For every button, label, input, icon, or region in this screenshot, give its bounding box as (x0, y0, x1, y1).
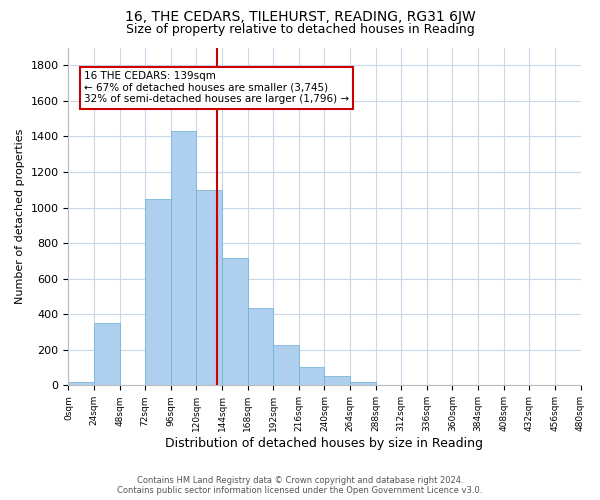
Bar (196, 190, 222, 386)
Text: Contains HM Land Registry data © Crown copyright and database right 2024.
Contai: Contains HM Land Registry data © Crown c… (118, 476, 482, 495)
Y-axis label: Number of detached properties: Number of detached properties (15, 128, 25, 304)
Bar (68, 382, 94, 386)
Bar (248, 308, 273, 386)
X-axis label: Distribution of detached houses by size in Reading: Distribution of detached houses by size … (166, 437, 484, 450)
Bar (350, 382, 376, 386)
Text: Size of property relative to detached houses in Reading: Size of property relative to detached ho… (125, 22, 475, 36)
Bar (325, 376, 350, 386)
Bar (222, 258, 248, 386)
Text: 16, THE CEDARS, TILEHURST, READING, RG31 6JW: 16, THE CEDARS, TILEHURST, READING, RG31… (125, 10, 475, 24)
Bar (273, 346, 299, 386)
Text: 16 THE CEDARS: 139sqm
← 67% of detached houses are smaller (3,745)
32% of semi-d: 16 THE CEDARS: 139sqm ← 67% of detached … (84, 71, 349, 104)
Bar (145, 198, 171, 386)
Bar (94, 323, 119, 386)
Bar (171, 131, 196, 386)
Bar (299, 366, 325, 386)
